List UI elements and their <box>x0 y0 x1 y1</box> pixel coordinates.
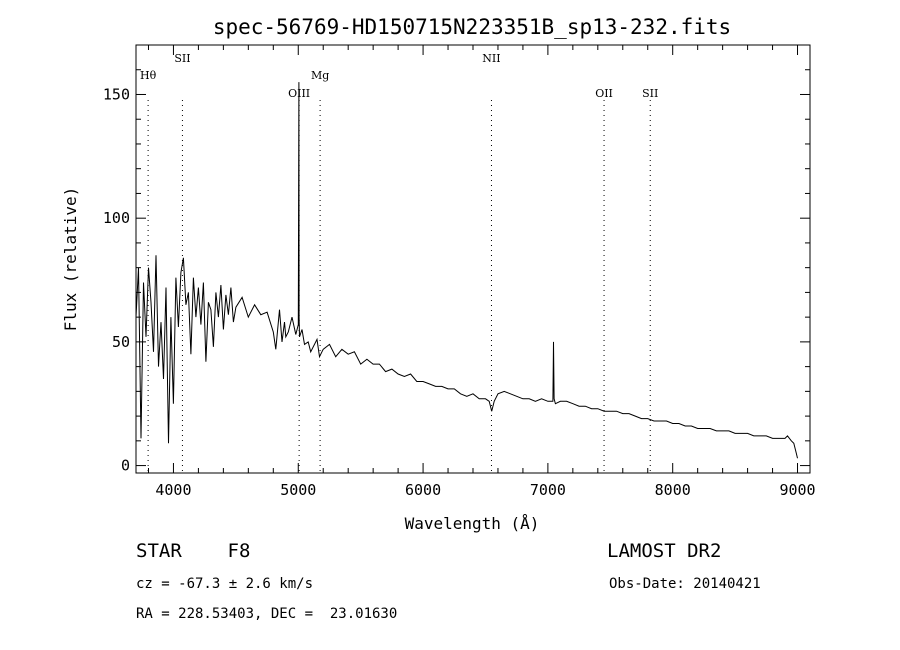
x-tick-label: 4000 <box>155 481 191 499</box>
chart-title: spec-56769-HD150715N223351B_sp13-232.fit… <box>213 15 731 39</box>
x-tick-label: 8000 <box>655 481 691 499</box>
x-tick-label: 6000 <box>405 481 441 499</box>
x-tick-label: 9000 <box>779 481 815 499</box>
y-tick-label: 100 <box>103 209 130 227</box>
spectral-line-label: SII <box>642 87 658 100</box>
y-tick-label: 50 <box>112 333 130 351</box>
object-class: STAR F8 <box>136 540 251 562</box>
y-axis-label: Flux (relative) <box>61 187 80 332</box>
x-tick-label: 5000 <box>280 481 316 499</box>
obs-date-text: Obs-Date: 20140421 <box>609 576 761 592</box>
x-axis-label: Wavelength (Å) <box>405 514 540 533</box>
spectral-line-label: Hθ <box>140 69 157 82</box>
survey-name: LAMOST DR2 <box>607 540 722 562</box>
spectral-line-label: OII <box>595 87 613 100</box>
y-tick-label: 150 <box>103 85 130 103</box>
plot-frame <box>135 44 811 474</box>
coordinates-text: RA = 228.53403, DEC = 23.01630 <box>136 606 398 622</box>
y-tick-label: 0 <box>121 457 130 475</box>
spectral-line-label: Mg <box>311 69 329 82</box>
plot-area: 4000 5000 6000 7000 8000 9000 0 50 100 150 Hθ SII OI… <box>103 44 816 499</box>
spectrum-line <box>135 82 798 459</box>
spectral-line-label: SII <box>174 52 190 65</box>
spectral-line-label: NII <box>482 52 500 65</box>
x-tick-label: 7000 <box>530 481 566 499</box>
redshift-text: cz = -67.3 ± 2.6 km/s <box>136 576 314 592</box>
